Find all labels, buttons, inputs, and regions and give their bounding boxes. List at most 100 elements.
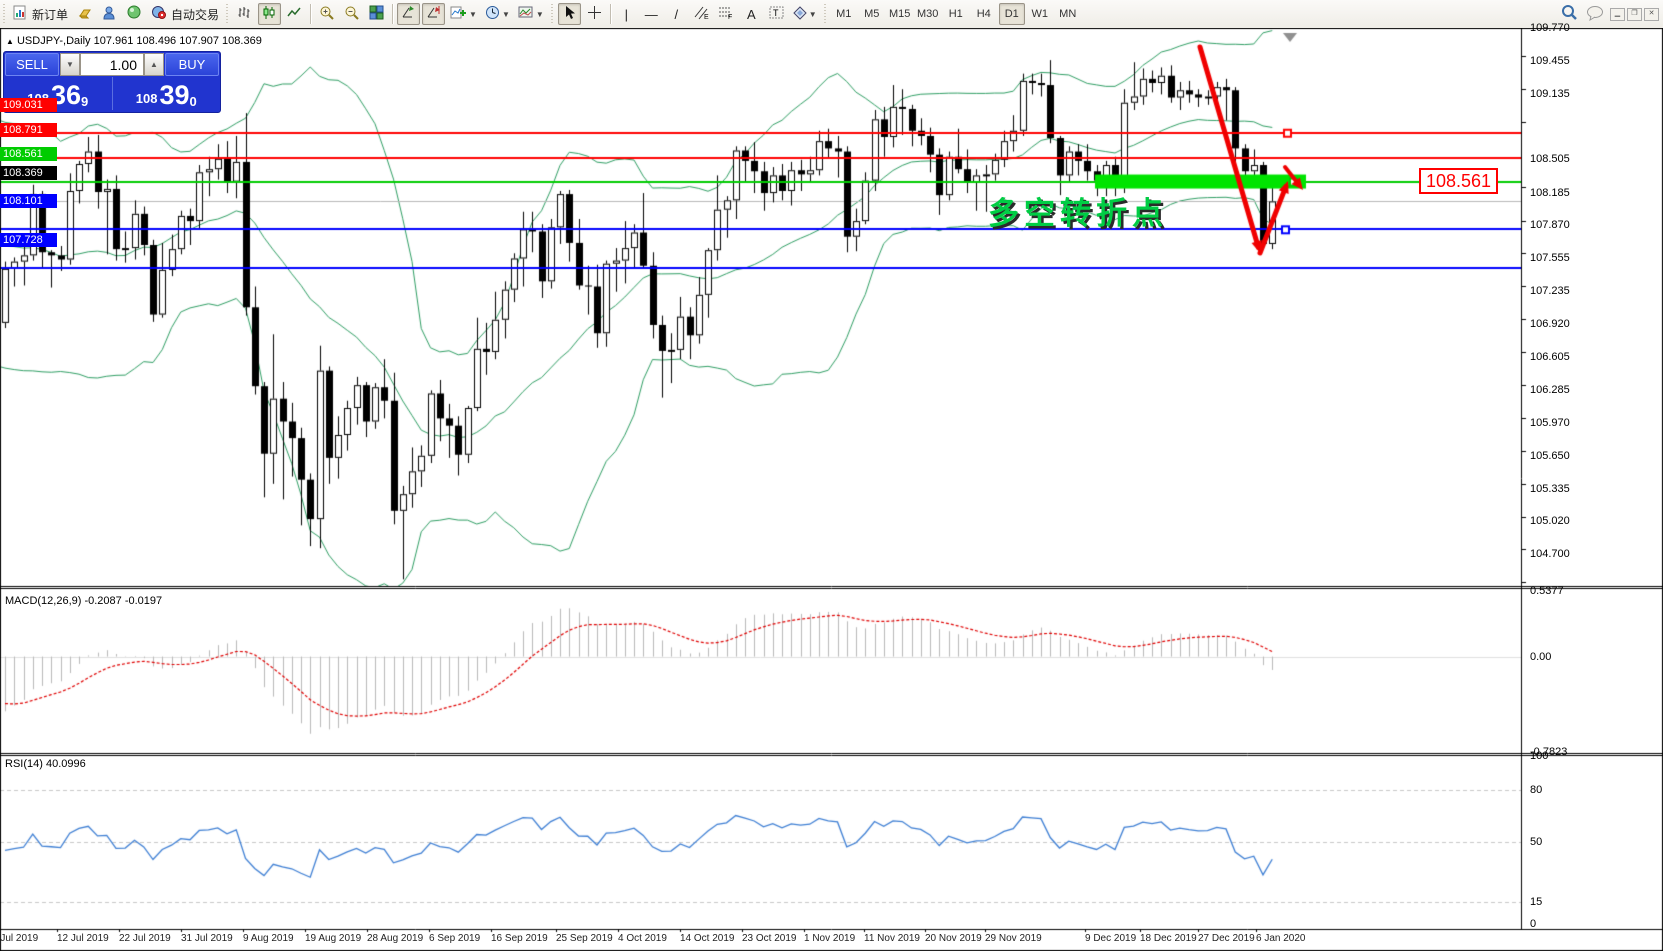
timeframe-button-w1[interactable]: W1: [1031, 8, 1048, 20]
timeframe-button-m1[interactable]: M1: [836, 8, 852, 20]
horizontal-line-icon: —: [644, 6, 658, 22]
main-chart-canvas[interactable]: [0, 28, 1663, 951]
macd-label: MACD(12,26,9) -0.2087 -0.0197: [5, 595, 163, 607]
price-axis-tick: 106.285: [1530, 383, 1570, 396]
price-axis-tick: 109.455: [1530, 54, 1570, 67]
sell-price-point: 9: [81, 94, 89, 109]
metaeditor-button[interactable]: [98, 3, 121, 25]
timeframe-button-m5[interactable]: M5: [864, 8, 880, 20]
timeframe-button-h4[interactable]: H4: [976, 8, 991, 20]
price-line-label: 108.791: [0, 122, 57, 137]
toolbar-grip[interactable]: [225, 4, 231, 24]
trendline-icon: /: [674, 6, 679, 22]
window-minimize-button[interactable]: ▁: [1610, 7, 1625, 21]
tile-windows-button[interactable]: [365, 3, 388, 25]
buy-price-base: 108: [135, 91, 158, 106]
candlestick-chart-button[interactable]: [258, 3, 282, 25]
bar-chart-button[interactable]: [233, 3, 256, 25]
zoom-out-button[interactable]: [340, 3, 363, 25]
autotrading-label: 自动交易: [171, 7, 220, 22]
date-axis-label: 12 Jul 2019: [57, 933, 109, 944]
toolbar-grip[interactable]: [822, 4, 828, 24]
chart-shift-icon: [426, 5, 442, 23]
timeframe-button-mn[interactable]: MN: [1059, 8, 1077, 20]
shapes-icon: [793, 5, 807, 23]
trendline-button[interactable]: /: [665, 3, 688, 25]
news-button[interactable]: [123, 3, 146, 25]
volume-decrease-button[interactable]: ▼: [60, 53, 80, 76]
fibonacci-icon: F: [718, 5, 734, 23]
price-axis-tick: 109.770: [1530, 22, 1570, 34]
market-watch-button[interactable]: [73, 3, 96, 25]
date-axis-label: 1 Nov 2019: [804, 933, 856, 944]
dropdown-arrow-icon: ▼: [469, 9, 477, 19]
buy-price[interactable]: 108 39 0: [113, 77, 221, 110]
periods-button[interactable]: ▼: [482, 3, 513, 25]
clock-icon: [485, 5, 500, 23]
orb-icon: [127, 5, 142, 23]
rsi-scale-label: 50: [1530, 836, 1543, 848]
volume-input[interactable]: 1.00: [80, 53, 144, 76]
cursor-button[interactable]: [557, 3, 581, 25]
indicators-button[interactable]: ▼: [447, 3, 480, 25]
new-order-button[interactable]: 新订单: [10, 3, 71, 25]
channel-button[interactable]: E: [690, 3, 713, 25]
zoom-in-button[interactable]: [315, 3, 338, 25]
crosshair-icon: [587, 5, 602, 23]
search-button[interactable]: [1558, 3, 1581, 25]
auto-scroll-icon: [401, 5, 417, 23]
timeframe-button-d1[interactable]: D1: [998, 3, 1025, 25]
price-line-label: 108.561: [0, 146, 57, 161]
date-axis-label: 18 Dec 2019: [1140, 933, 1197, 944]
date-axis-label: 29 Nov 2019: [985, 933, 1042, 944]
chart-shift-button[interactable]: [422, 3, 446, 25]
text-icon: A: [746, 6, 756, 22]
vertical-line-button[interactable]: |: [615, 3, 638, 25]
horizontal-line-button[interactable]: —: [640, 3, 663, 25]
auto-scroll-button[interactable]: [397, 3, 421, 25]
date-axis-label: 6 Sep 2019: [429, 933, 481, 944]
macd-scale-label: -0.7823: [1530, 746, 1568, 758]
price-axis-tick: 106.605: [1530, 350, 1570, 363]
buy-price-pips: 39: [159, 80, 190, 110]
volume-increase-button[interactable]: ▲: [144, 53, 164, 76]
price-axis-tick: 106.920: [1530, 317, 1570, 330]
sell-button[interactable]: SELL: [5, 53, 59, 76]
shapes-button[interactable]: ▼: [790, 3, 820, 25]
chat-bubble-icon: [1586, 5, 1604, 24]
cursor-icon: [563, 5, 576, 23]
zoom-in-icon: [319, 5, 335, 24]
candlestick-icon: [262, 5, 277, 23]
crosshair-button[interactable]: [583, 3, 606, 25]
toolbar-grip[interactable]: [2, 4, 7, 24]
buy-button[interactable]: BUY: [165, 53, 219, 76]
templates-button[interactable]: ▼: [515, 3, 547, 25]
fibonacci-button[interactable]: F: [715, 3, 738, 25]
window-close-button[interactable]: ✕: [1644, 7, 1659, 21]
one-click-trading-panel: SELL ▼ 1.00 ▲ BUY 108 36 9 108 39 0: [3, 51, 221, 113]
zoom-out-icon: [344, 5, 360, 24]
turning-point-annotation[interactable]: 多空转折点: [988, 196, 1168, 231]
autotrading-button[interactable]: 自动交易: [148, 3, 222, 25]
price-axis-tick: 105.650: [1530, 449, 1570, 462]
chart-window: ▲ USDJPY-,Daily 107.961 108.496 107.907 …: [0, 22, 1663, 951]
community-chat-button[interactable]: [1583, 3, 1607, 25]
date-axis-label: 28 Aug 2019: [367, 933, 424, 944]
price-line-label: 108.369: [0, 166, 57, 181]
tile-windows-icon: [369, 5, 384, 23]
toolbar-separator: [609, 4, 611, 24]
text-label-button[interactable]: T: [765, 3, 788, 25]
timeframe-button-m15[interactable]: M15: [889, 8, 911, 20]
date-axis-label: 22 Jul 2019: [119, 933, 171, 944]
window-restore-button[interactable]: ❐: [1627, 7, 1642, 21]
timeframe-button-m30[interactable]: M30: [917, 8, 939, 20]
line-chart-button[interactable]: [283, 3, 306, 25]
timeframe-button-h1[interactable]: H1: [948, 8, 963, 20]
price-line-label: 108.101: [0, 194, 57, 209]
price-axis-tick: 105.335: [1530, 482, 1570, 495]
text-button[interactable]: A: [740, 3, 763, 25]
toolbar-grip[interactable]: [549, 4, 555, 24]
price-axis-tick: 107.235: [1530, 285, 1570, 298]
line-chart-icon: [287, 5, 302, 23]
price-tag-label[interactable]: 108.561: [1419, 168, 1499, 194]
